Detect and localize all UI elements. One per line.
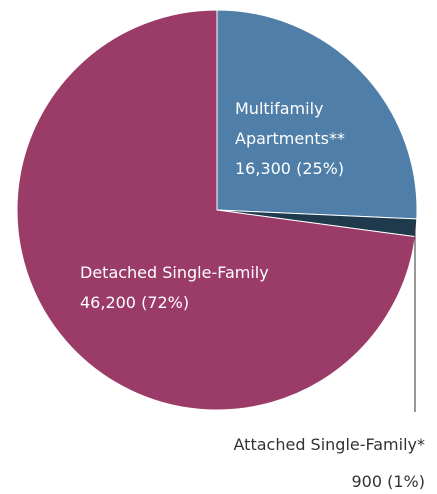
category-label: Multifamily Apartments** [235, 99, 345, 148]
slice-label: Detached Single-Family 46,200 (72%) [80, 258, 340, 318]
category-label: Attached Single-Family* [233, 435, 425, 454]
value-label: 900 (1%) [351, 472, 426, 491]
category-label: Detached Single-Family [80, 263, 269, 282]
value-label: 46,200 (72%) [80, 293, 190, 312]
value-label: 16,300 (25%) [235, 159, 345, 178]
pie-slice [16, 9, 416, 411]
slice-label: Multifamily Apartments** 16,300 (25%) [235, 94, 395, 184]
slice-label: Attached Single-Family* 900 (1%) [125, 426, 425, 494]
pie-slice [216, 9, 418, 220]
